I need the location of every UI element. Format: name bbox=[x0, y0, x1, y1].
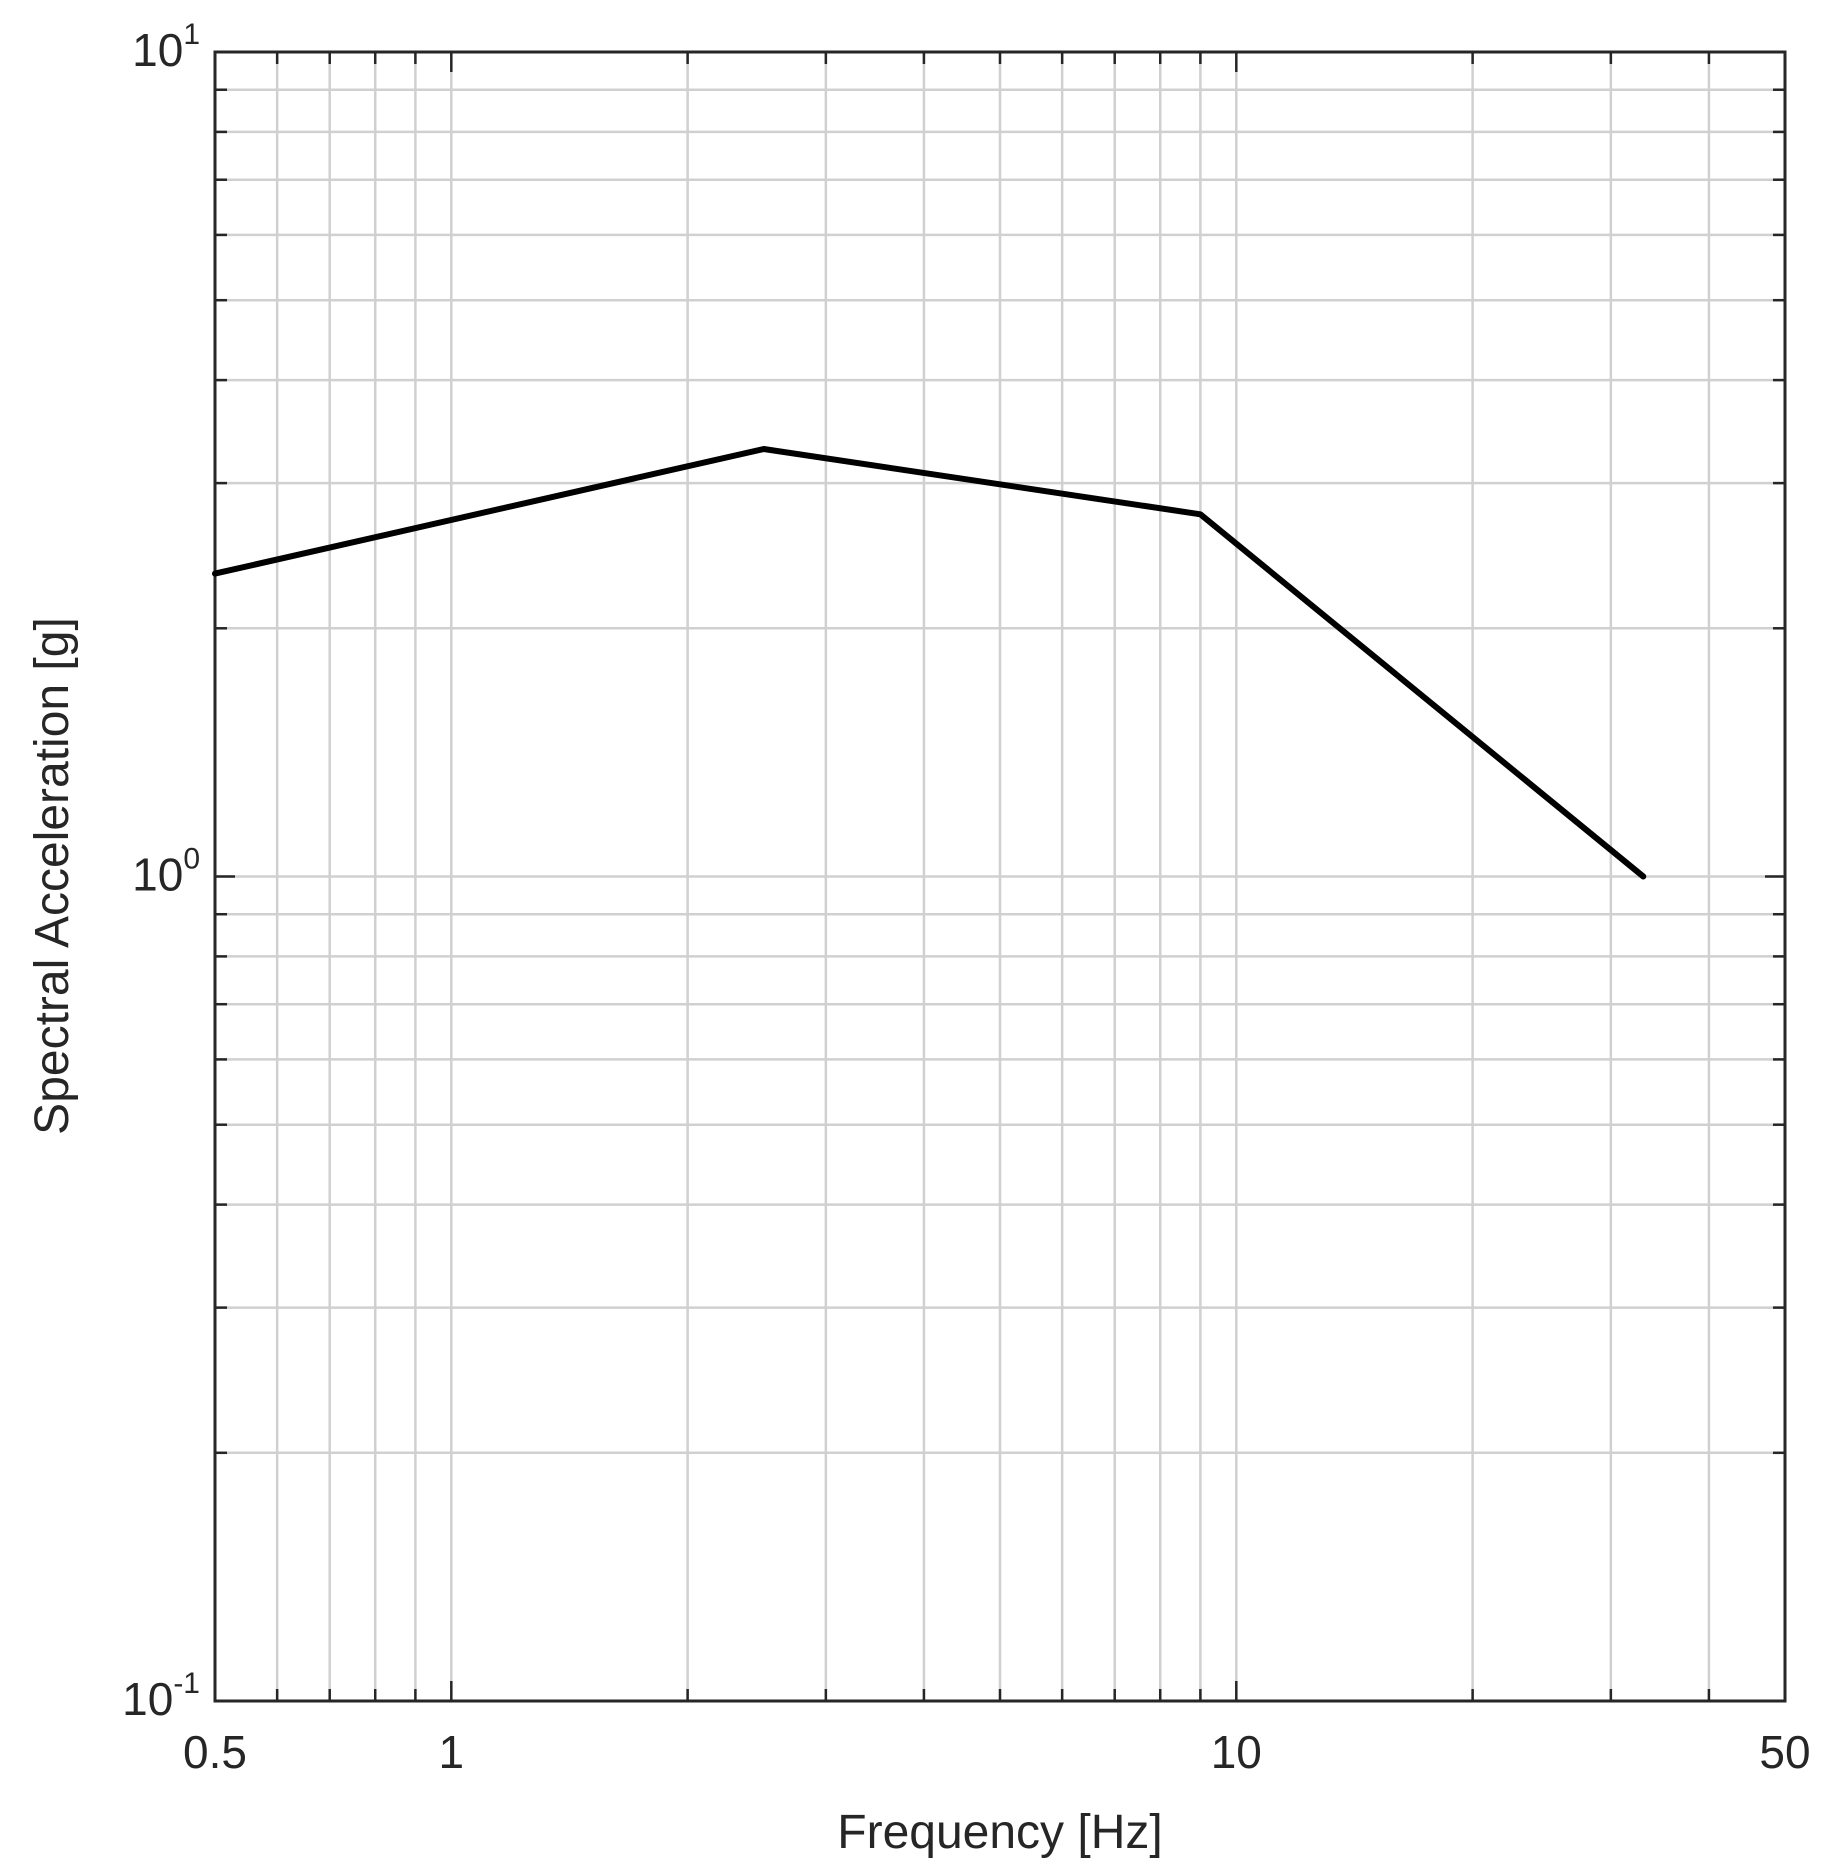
y-tick-label: 100 bbox=[132, 843, 200, 901]
series-line bbox=[212, 446, 1647, 880]
y-tick-label-base: 10 bbox=[122, 1673, 173, 1725]
y-axis-label: Spectral Acceleration [g] bbox=[26, 617, 79, 1135]
tick-marks bbox=[215, 52, 1785, 1701]
y-tick-label-exponent: 0 bbox=[183, 843, 200, 876]
plot-frame bbox=[213, 50, 1787, 1703]
y-tick-label: 101 bbox=[132, 18, 200, 76]
series-layer bbox=[212, 446, 1647, 880]
y-tick-label: 10-1 bbox=[122, 1667, 200, 1725]
x-tick-label: 50 bbox=[1759, 1726, 1810, 1778]
y-tick-label-base: 10 bbox=[132, 849, 183, 901]
x-tick-labels: 0.5 1 10 50 bbox=[183, 1726, 1811, 1778]
x-tick-label: 0.5 bbox=[183, 1726, 247, 1778]
y-tick-label-exponent: 1 bbox=[183, 18, 200, 51]
y-tick-label-base: 10 bbox=[132, 24, 183, 76]
y-tick-label-exponent: -1 bbox=[173, 1667, 200, 1700]
x-tick-label: 10 bbox=[1211, 1726, 1262, 1778]
grid bbox=[215, 52, 1785, 1701]
x-tick-label: 1 bbox=[439, 1726, 465, 1778]
x-axis-label: Frequency [Hz] bbox=[837, 1806, 1162, 1859]
